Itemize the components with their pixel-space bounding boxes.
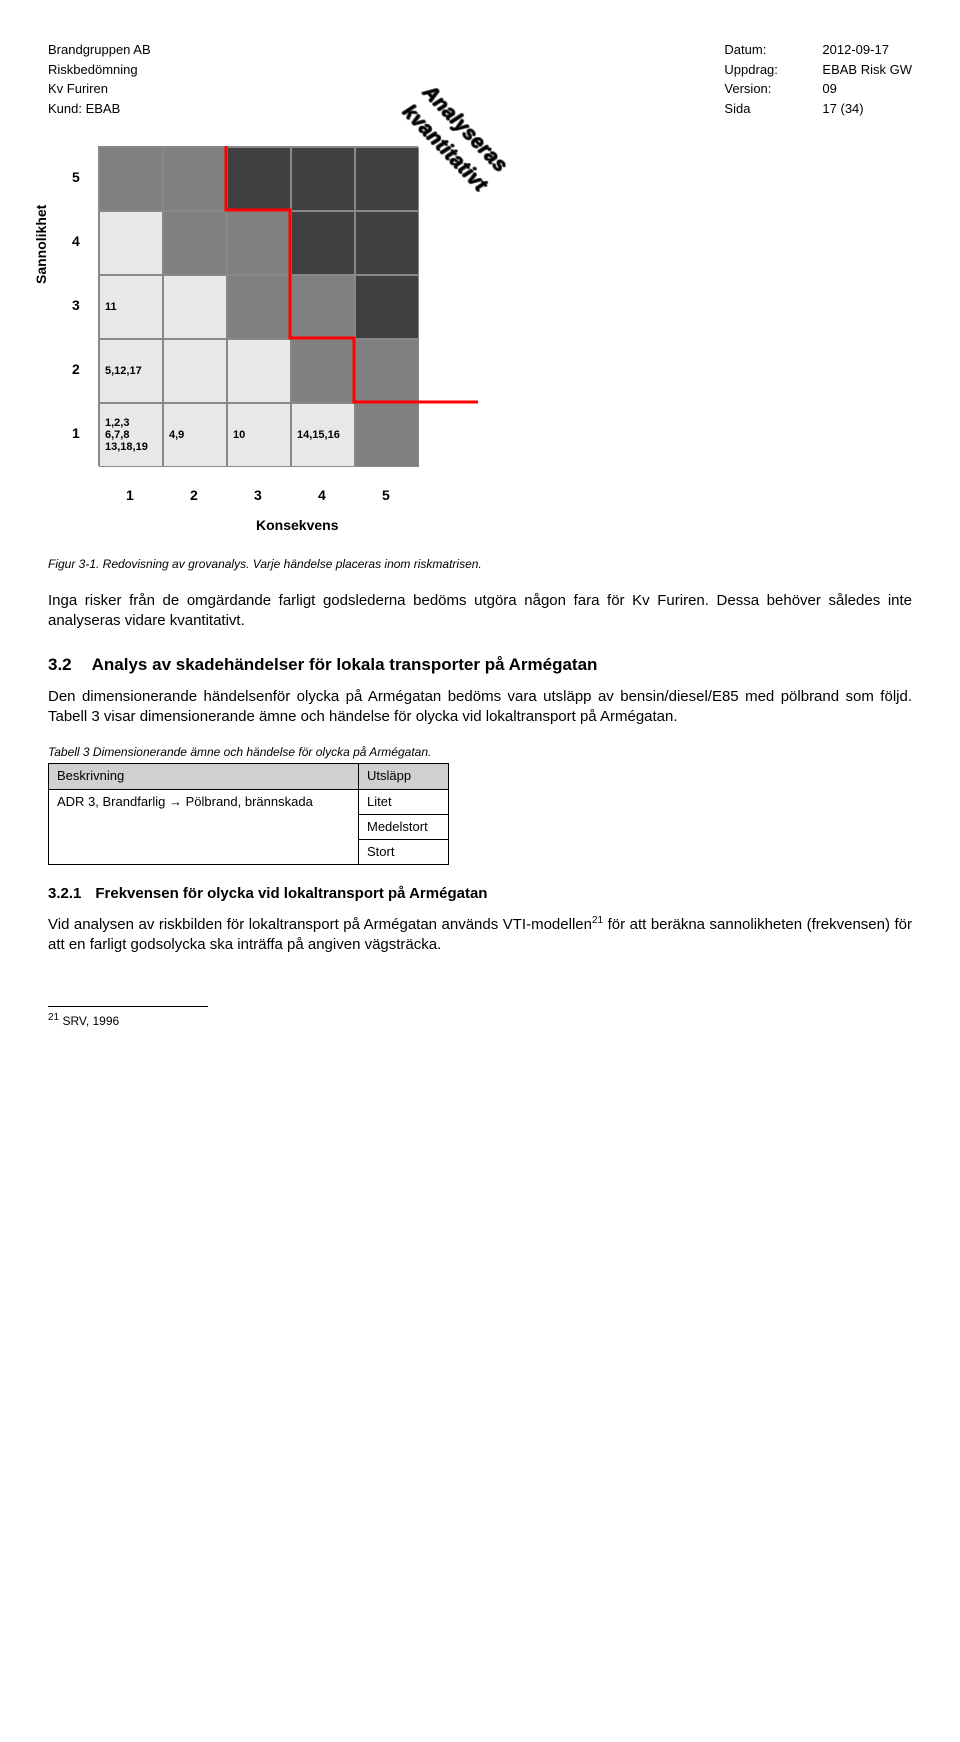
hdr-assignment-label: Uppdrag:: [724, 60, 794, 80]
header-left: Brandgruppen AB Riskbedömning Kv Furiren…: [48, 40, 151, 118]
matrix-cell: [355, 275, 419, 339]
matrix-cell: [291, 211, 355, 275]
matrix-cell: 5,12,17: [99, 339, 163, 403]
matrix-cell: [291, 339, 355, 403]
matrix-cell: [227, 339, 291, 403]
hdr-date-value: 2012-09-17: [822, 40, 889, 60]
matrix-cell: 4,9: [163, 403, 227, 467]
matrix-cell: 11: [99, 275, 163, 339]
dimensioning-table: Beskrivning Utsläpp ADR 3, Brandfarlig →…: [48, 763, 449, 865]
header-doctype: Riskbedömning: [48, 60, 151, 80]
para2-b: Tabell 3 visar dimensionerande ämne och …: [48, 708, 678, 725]
hdr-version-label: Version:: [724, 79, 794, 99]
y-tick: 3: [72, 296, 80, 316]
hdr-assignment-value: EBAB Risk GW: [822, 60, 912, 80]
y-tick: 1: [72, 424, 80, 444]
matrix-cell: 1,2,3 6,7,8 13,18,19: [99, 403, 163, 467]
td-medium: Medelstort: [359, 814, 449, 839]
hdr-page-value: 17 (34): [822, 99, 863, 119]
x-tick: 3: [254, 486, 262, 506]
hdr-page-label: Sida: [724, 99, 794, 119]
risk-matrix-figure: Sannolikhet Analyseras kvantitativt 5 4 …: [58, 146, 912, 546]
paragraph-frequency: Vid analysen av riskbilden för lokaltran…: [48, 914, 912, 956]
matrix-cell: [227, 275, 291, 339]
matrix-cell: [355, 403, 419, 467]
y-tick: 5: [72, 168, 80, 188]
td-large: Stort: [359, 839, 449, 864]
paragraph-analysis: Den dimensionerande händelsenför olycka …: [48, 687, 912, 728]
paragraph-intro: Inga risker från de omgärdande farligt g…: [48, 591, 912, 632]
subsection-number: 3.2.1: [48, 883, 81, 904]
x-tick: 2: [190, 486, 198, 506]
footnote-num: 21: [48, 1012, 59, 1023]
header-company: Brandgruppen AB: [48, 40, 151, 60]
section-heading: 3.2 Analys av skadehändelser för lokala …: [48, 653, 912, 677]
x-tick: 4: [318, 486, 326, 506]
matrix-cell: [227, 211, 291, 275]
th-description: Beskrivning: [49, 764, 359, 789]
matrix-cell: [163, 147, 227, 211]
td-small: Litet: [359, 789, 449, 814]
section-title: Analys av skadehändelser för lokala tran…: [92, 653, 912, 677]
td-description: ADR 3, Brandfarlig → Pölbrand, brännskad…: [49, 789, 359, 865]
table-caption: Tabell 3 Dimensionerande ämne och händel…: [48, 744, 912, 761]
footnote-rule: [48, 1006, 208, 1007]
matrix-cell: [99, 211, 163, 275]
header-project: Kv Furiren: [48, 79, 151, 99]
hdr-version-value: 09: [822, 79, 836, 99]
matrix-cell: [355, 211, 419, 275]
matrix-cell: [291, 147, 355, 211]
matrix-cell: [163, 275, 227, 339]
matrix-cell: [355, 339, 419, 403]
x-tick: 5: [382, 486, 390, 506]
figure-caption: Figur 3-1. Redovisning av grovanalys. Va…: [48, 556, 912, 573]
matrix-cell: 14,15,16: [291, 403, 355, 467]
matrix-cell: [99, 147, 163, 211]
th-release: Utsläpp: [359, 764, 449, 789]
y-tick: 4: [72, 232, 80, 252]
matrix-cell: [227, 147, 291, 211]
subsection-heading: 3.2.1 Frekvensen för olycka vid lokaltra…: [48, 883, 912, 904]
document-header: Brandgruppen AB Riskbedömning Kv Furiren…: [48, 40, 912, 118]
header-client: Kund: EBAB: [48, 99, 151, 119]
footnote-text: SRV, 1996: [59, 1014, 119, 1028]
footnote-ref: 21: [592, 915, 603, 926]
y-tick: 2: [72, 360, 80, 380]
x-tick: 1: [126, 486, 134, 506]
subsection-title: Frekvensen för olycka vid lokaltransport…: [95, 883, 487, 904]
section-number: 3.2: [48, 653, 72, 677]
y-axis-label: Sannolikhet: [32, 205, 52, 284]
footnote: 21 SRV, 1996: [48, 1011, 912, 1030]
header-right: Datum: 2012-09-17 Uppdrag: EBAB Risk GW Ve…: [724, 40, 912, 118]
x-axis-label: Konsekvens: [256, 516, 338, 536]
matrix-cell: [163, 211, 227, 275]
matrix-grid: 115,12,171,2,3 6,7,8 13,18,194,91014,15,…: [98, 146, 418, 466]
matrix-cell: 10: [227, 403, 291, 467]
para2-a: Den dimensionerande händelsenför olycka …: [48, 688, 912, 705]
matrix-cell: [163, 339, 227, 403]
matrix-cell: [355, 147, 419, 211]
matrix-cell: [291, 275, 355, 339]
hdr-date-label: Datum:: [724, 40, 794, 60]
para3-a: Vid analysen av riskbilden för lokaltran…: [48, 916, 592, 933]
